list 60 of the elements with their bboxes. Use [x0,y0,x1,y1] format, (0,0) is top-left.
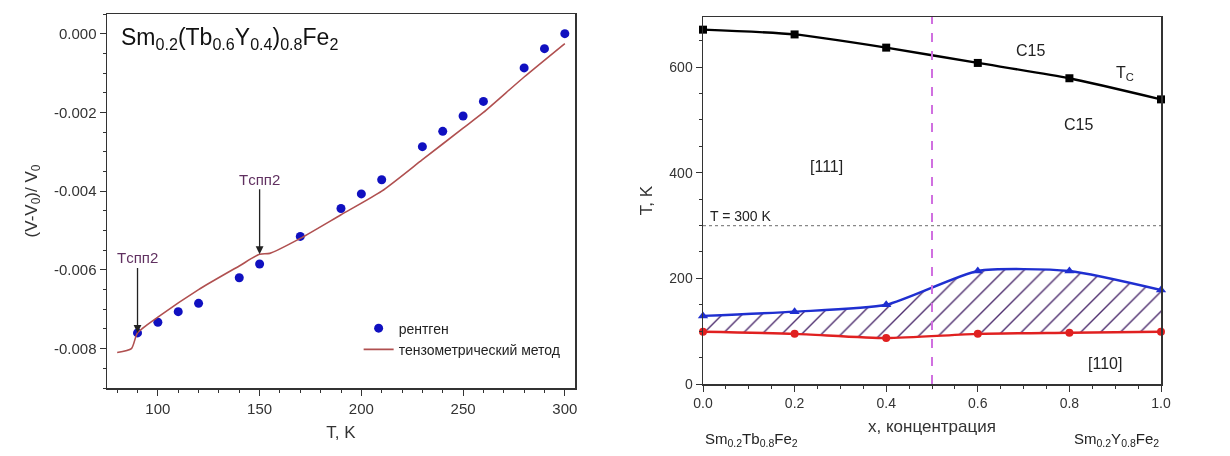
x-tick-label: 0.4 [876,395,897,412]
annotation: T$_{C}$ [1116,64,1134,84]
legend-label: тензометрический метод [398,341,561,358]
annotation: Tспп2 [117,249,159,266]
point [790,30,799,39]
y-tick-label: 400 [669,164,693,181]
point [539,44,549,54]
x-tick-label: 100 [145,399,171,417]
point [234,273,244,283]
point [417,142,427,152]
y-tick-label: 200 [669,270,693,287]
point [790,329,799,338]
annotation: C15 [1016,42,1046,59]
text: Sm$_{0.2}$Tb$_{0.8}$Fe$_{2}$ [705,430,798,450]
point [1065,74,1074,83]
x-tick-label: 200 [348,399,374,417]
y-tick-label: 0 [684,375,693,392]
point [882,43,891,52]
annotation: Tспп2 [239,171,281,188]
x-tick-label: 0.2 [784,395,805,412]
ref-line-label: T = 300 K [710,208,772,224]
x-tick-label: 150 [247,399,273,417]
point [478,96,488,106]
x-axis-title: T, K [326,422,357,442]
point [1065,328,1074,337]
chart-title: Sm$_{0.2}$(Tb$_{0.6}$Y$_{0.4}$)$_{0.8}$Fe$_{2}$ [121,24,339,53]
y-tick-label: 0.000 [58,24,97,42]
x-tick-label: 0.8 [1059,395,1080,412]
x-tick-label: 300 [552,399,578,417]
annotation: [110] [1088,355,1123,372]
point [377,175,387,185]
text: Sm$_{0.2}$Y$_{0.8}$Fe$_{2}$ [1074,430,1160,450]
y-tick-label: -0.006 [53,261,97,279]
point [973,329,982,338]
point [972,266,983,274]
annotation: C15 [1064,116,1094,133]
x-axis-title: x, концентрация [868,417,996,437]
x-tick-label: 0.0 [693,395,713,412]
y-tick-label: -0.002 [53,103,97,121]
y-axis-title: T, K [637,185,657,216]
point [560,29,570,39]
legend-label: рентген [398,320,449,337]
point [519,63,529,73]
point [194,298,204,308]
x-tick-label: 250 [450,399,476,417]
y-tick-label: -0.008 [53,339,97,357]
point [458,111,468,121]
point [356,189,366,199]
annotation: [111] [810,158,844,175]
y-tick-label: -0.004 [53,182,97,200]
point [882,334,891,343]
point [173,307,183,317]
point [881,300,892,308]
point [336,203,346,213]
x-tick-label: 1.0 [1151,395,1171,412]
point [973,58,982,67]
point [438,126,448,136]
point [255,259,265,269]
y-tick-label: 600 [669,59,693,76]
x-tick-label: 0.6 [968,395,988,412]
